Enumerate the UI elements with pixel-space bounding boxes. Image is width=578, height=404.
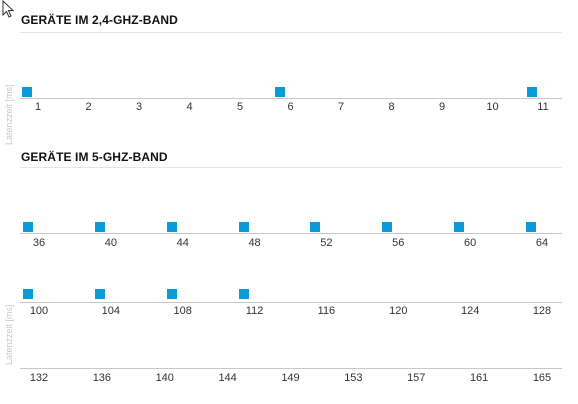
channel-tick-label: 6 xyxy=(287,101,294,113)
channel-tick-label: 112 xyxy=(245,305,264,317)
device-marker[interactable] xyxy=(166,289,177,299)
channel-tick-label: 157 xyxy=(407,372,426,384)
channel-tick-label: 104 xyxy=(101,305,121,317)
channel-tick-label: 153 xyxy=(344,372,363,384)
y-axis-label: Latenzzeit [ms] xyxy=(4,304,14,366)
channel-tick-label: 1 xyxy=(34,101,42,113)
channel-tick-label: 9 xyxy=(438,101,446,113)
channel-tick-label: 36 xyxy=(32,237,46,249)
channel-tick-label: 161 xyxy=(469,372,489,384)
section-divider xyxy=(20,32,562,33)
channel-tick-label: 40 xyxy=(104,237,117,249)
channel-axis xyxy=(20,368,562,369)
device-marker[interactable] xyxy=(274,87,285,97)
channel-tick-label: 120 xyxy=(389,305,408,317)
channel-tick-label: 44 xyxy=(176,237,189,249)
section-divider xyxy=(20,167,562,168)
channel-tick-label: 165 xyxy=(532,372,552,384)
section-title-2-4ghz: GERÄTE IM 2,4-GHZ-BAND xyxy=(21,13,178,27)
channel-tick-label: 48 xyxy=(248,237,261,249)
channel-tick-label: 8 xyxy=(388,101,395,113)
channel-tick-label: 108 xyxy=(173,305,192,317)
channel-tick-label: 144 xyxy=(218,372,237,384)
channel-tick-label: 132 xyxy=(29,372,49,384)
channel-axis xyxy=(20,98,562,99)
device-marker[interactable] xyxy=(526,222,536,232)
channel-tick-label: 136 xyxy=(92,372,112,384)
mouse-cursor-icon xyxy=(2,0,15,18)
channel-tick-label: 4 xyxy=(186,101,193,113)
device-marker[interactable] xyxy=(23,222,33,232)
channel-tick-label: 149 xyxy=(281,372,300,384)
device-marker[interactable] xyxy=(238,289,249,299)
channel-tick-label: 56 xyxy=(392,237,405,249)
channel-tick-label: 7 xyxy=(337,101,345,113)
channel-tick-label: 5 xyxy=(236,101,244,113)
channel-tick-label: 11 xyxy=(537,101,549,113)
channel-axis xyxy=(20,302,562,303)
y-axis-label: Latenzzeit [ms] xyxy=(4,84,14,146)
device-marker[interactable] xyxy=(22,87,32,97)
channel-tick-label: 124 xyxy=(460,305,480,317)
channel-tick-label: 10 xyxy=(486,101,499,113)
device-marker[interactable] xyxy=(310,222,321,232)
device-marker[interactable] xyxy=(94,222,105,232)
channel-tick-label: 128 xyxy=(532,305,552,317)
channel-tick-label: 3 xyxy=(135,101,143,113)
channel-axis xyxy=(20,233,562,234)
section-title-5ghz: GERÄTE IM 5-GHZ-BAND xyxy=(21,150,168,164)
device-marker[interactable] xyxy=(94,289,105,299)
channel-tick-label: 64 xyxy=(535,237,549,249)
channel-tick-label: 140 xyxy=(155,372,174,384)
channel-tick-label: 52 xyxy=(320,237,333,249)
channel-tick-label: 116 xyxy=(317,305,336,317)
channel-tick-label: 60 xyxy=(464,237,477,249)
device-marker[interactable] xyxy=(527,87,537,97)
device-marker[interactable] xyxy=(166,222,177,232)
device-marker[interactable] xyxy=(382,222,393,232)
device-marker[interactable] xyxy=(454,222,465,232)
device-marker[interactable] xyxy=(23,289,33,299)
device-marker[interactable] xyxy=(238,222,249,232)
channel-tick-label: 2 xyxy=(85,101,92,113)
channel-tick-label: 100 xyxy=(29,305,49,317)
